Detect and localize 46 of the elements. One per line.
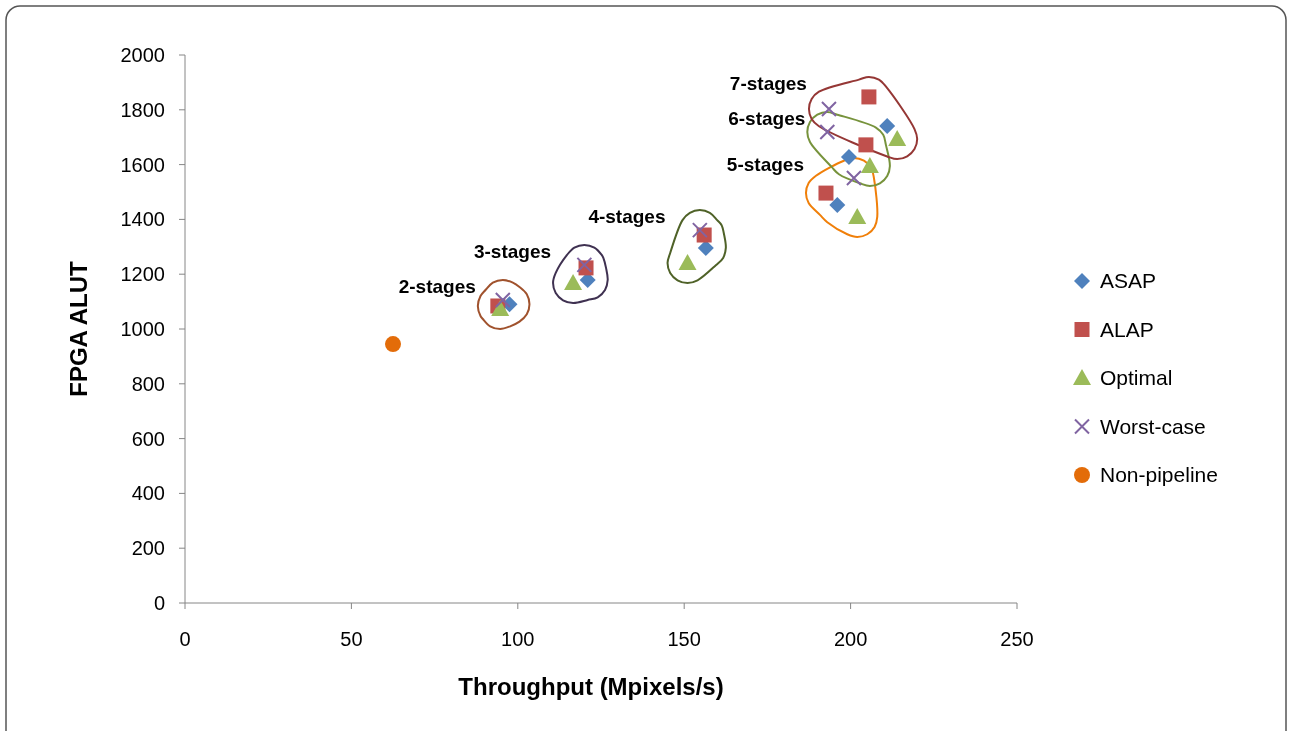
point	[858, 137, 874, 153]
x-tick-label: 50	[340, 628, 363, 650]
x-axis-title: Throughput (Mpixels/s)	[458, 673, 724, 700]
x-tick-label: 100	[501, 628, 535, 650]
point	[819, 123, 836, 140]
annotation: 7-stages	[729, 72, 807, 94]
annotation: 2-stages	[398, 275, 476, 297]
y-tick-label: 1000	[120, 318, 165, 340]
x-tick-label: 150	[667, 628, 701, 650]
point	[818, 185, 834, 201]
y-tick-label: 0	[153, 592, 165, 614]
y-tick-label: 1200	[120, 263, 165, 286]
y-tick-label: 1800	[120, 98, 165, 121]
point	[820, 100, 837, 117]
point	[691, 222, 708, 239]
point	[385, 336, 401, 353]
point	[861, 89, 877, 105]
point	[840, 148, 857, 165]
point	[879, 117, 896, 134]
y-tick-label: 600	[131, 427, 165, 450]
annotation: 3-stages	[473, 240, 552, 262]
x-tick-label: 250	[1000, 628, 1034, 650]
y-tick-label: 400	[131, 482, 165, 505]
y-tick-label: 1400	[120, 208, 165, 231]
legend-label: Non-pipeline	[1100, 463, 1218, 487]
y-tick-label: 200	[131, 537, 165, 560]
point	[860, 156, 879, 173]
point	[848, 207, 867, 224]
point	[576, 256, 593, 273]
point	[678, 253, 697, 270]
legend-label: ALAP	[1100, 317, 1154, 341]
point	[845, 170, 862, 187]
x-tick-label: 0	[179, 628, 191, 650]
legend-label: Optimal	[1100, 366, 1173, 390]
legend-label: Worst-case	[1100, 414, 1206, 438]
y-tick-label: 1600	[120, 153, 165, 176]
x-tick-label: 200	[833, 628, 868, 650]
point	[829, 196, 846, 213]
y-tick-label: 2000	[120, 44, 165, 66]
legend-label: ASAP	[1100, 269, 1157, 293]
annotation: 6-stages	[728, 107, 806, 129]
annotation: 4-stages	[588, 205, 666, 227]
annotation: 5-stages	[726, 153, 804, 175]
y-tick-label: 800	[131, 372, 165, 395]
point	[888, 130, 907, 147]
y-axis-title: FPGA ALUT	[65, 260, 92, 397]
